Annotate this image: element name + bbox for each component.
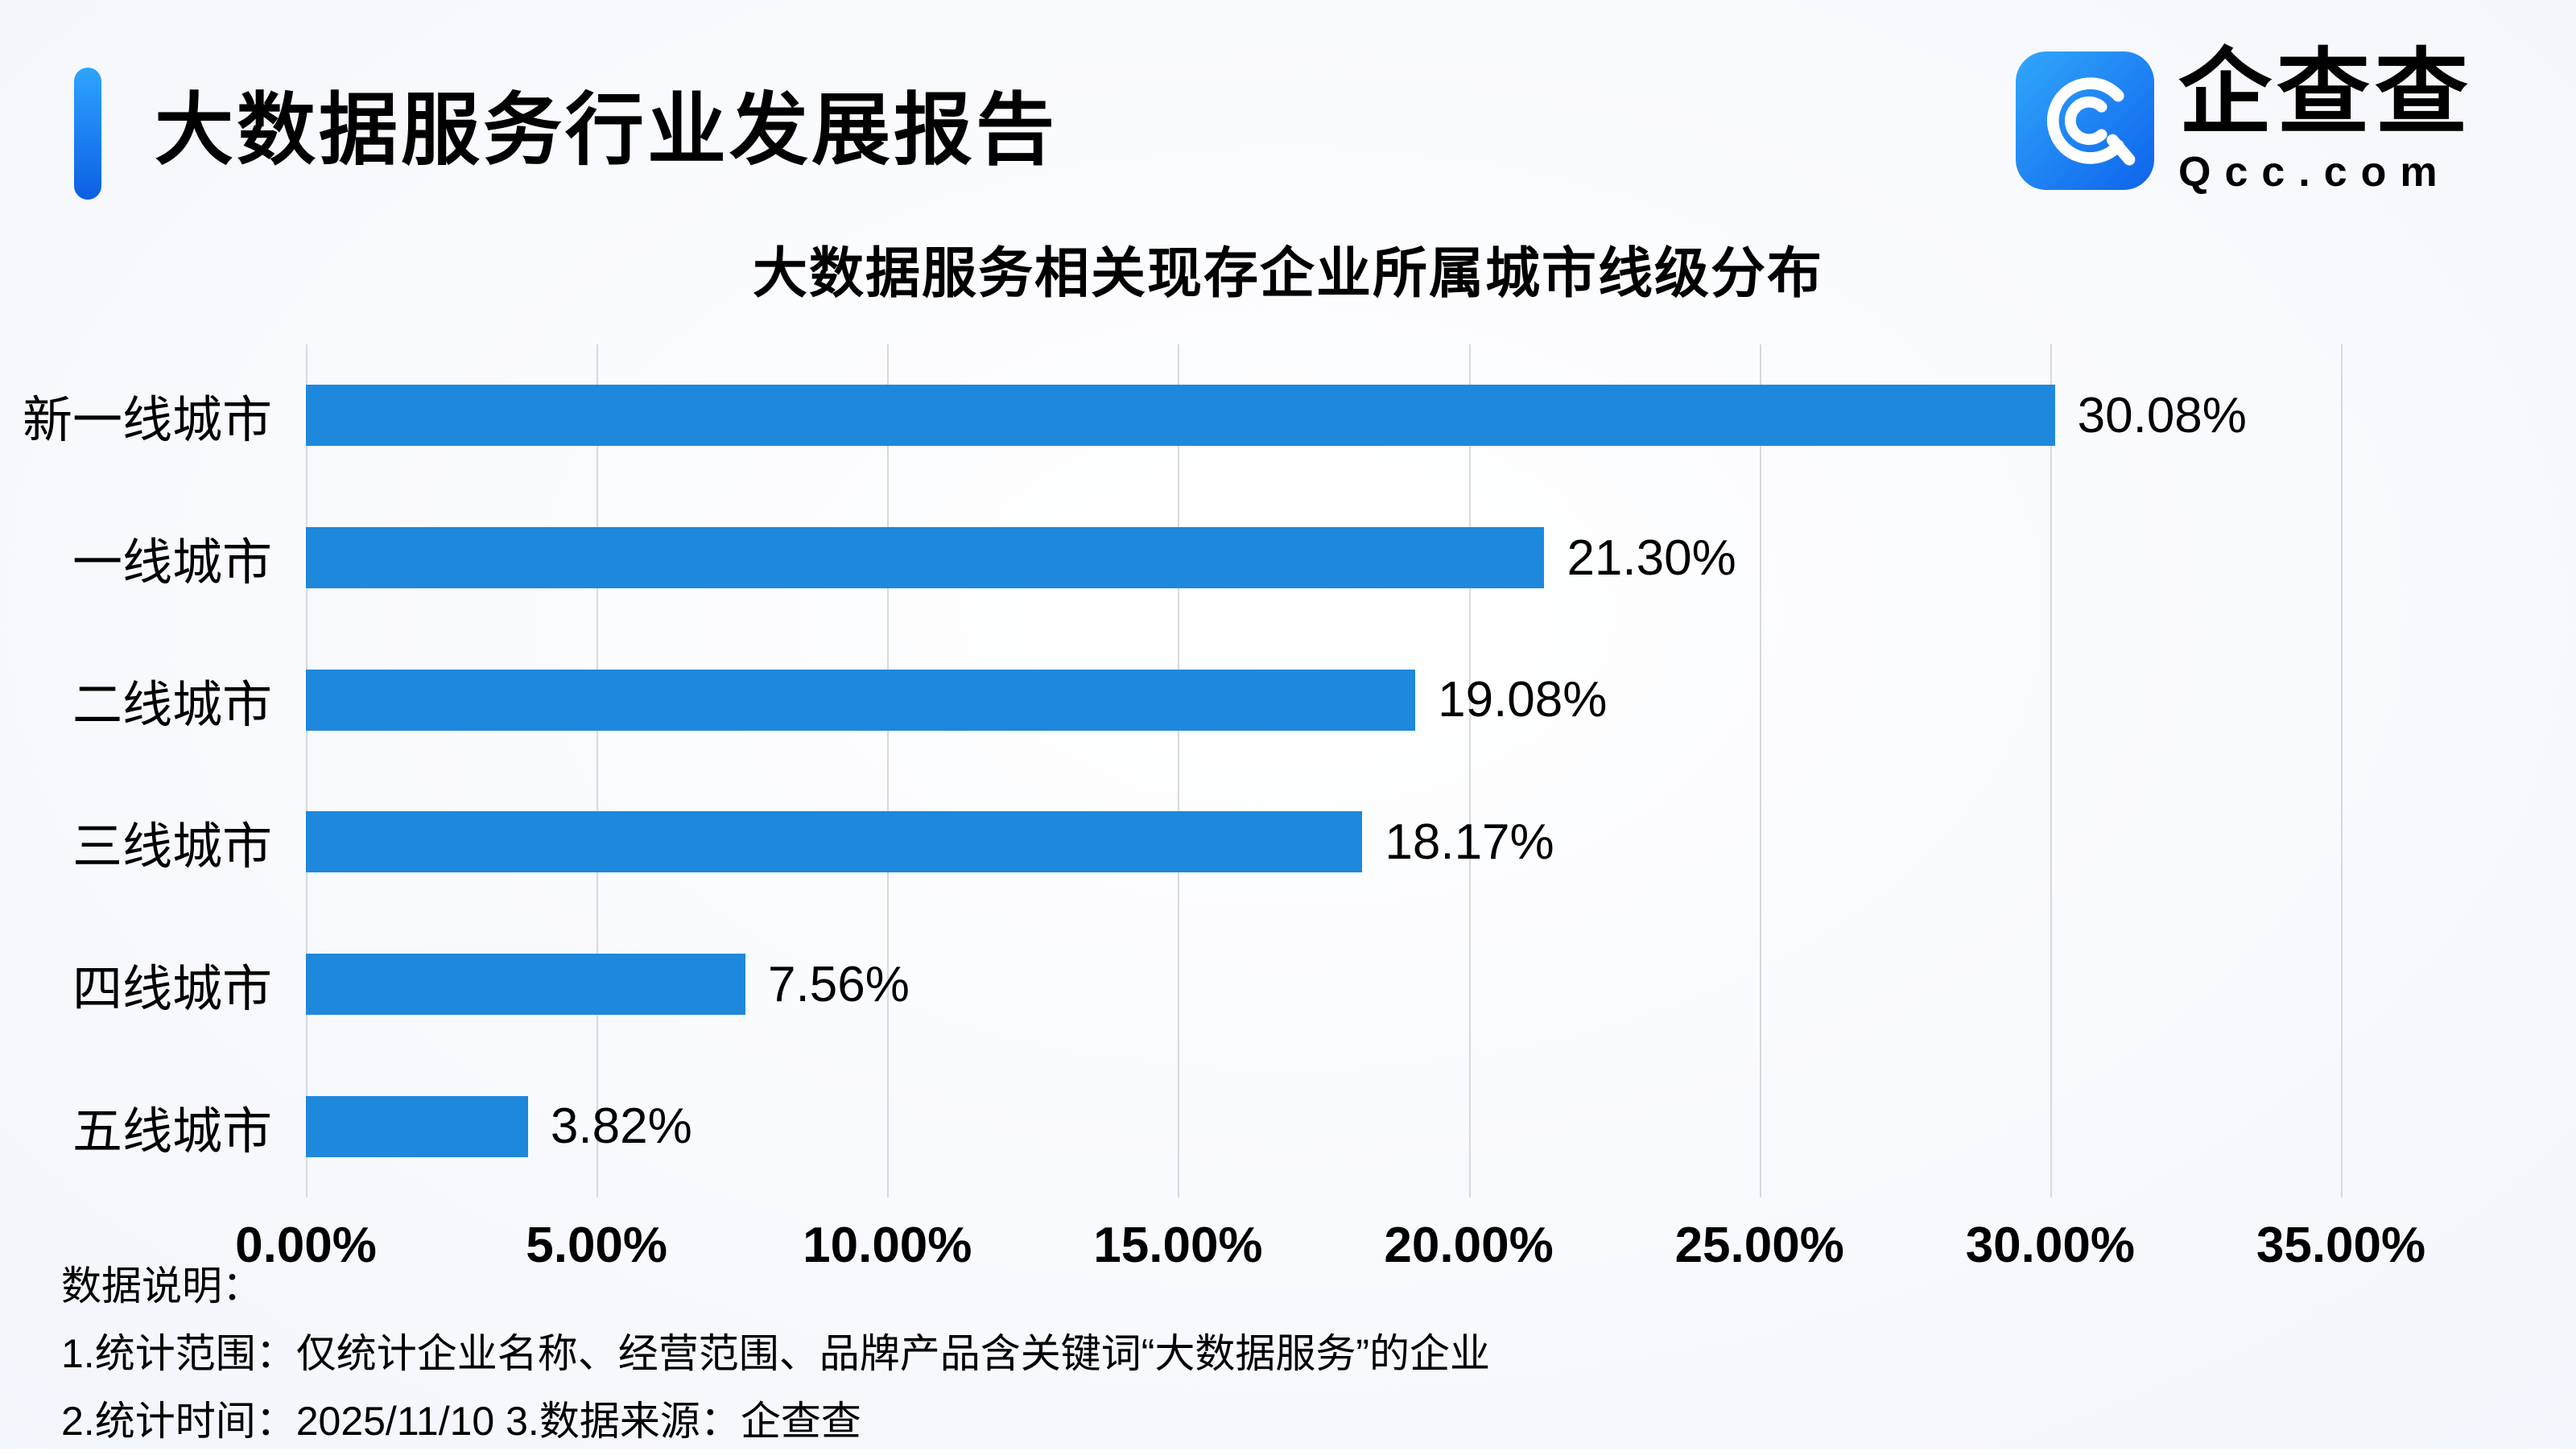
data-notes: 数据说明： 1.统计范围：仅统计企业名称、经营范围、品牌产品含关键词“大数据服务… [61,1252,1490,1455]
category-label: 新一线城市 [22,393,272,449]
notes-line-2: 2.统计时间：2025/11/10 3.数据来源：企查查 [61,1399,861,1444]
x-tick-label: 20.00% [1384,1218,1554,1273]
x-tick-label: 35.00% [2256,1218,2426,1273]
x-tick-label: 25.00% [1674,1218,1844,1273]
gridline [1178,344,1180,1197]
chart-row: 四线城市 7.56% [72,913,2341,1056]
chart-row: 一线城市 21.30% [72,487,2341,629]
page-title: 大数据服务行业发展报告 [155,85,1059,174]
chart-row: 新一线城市 30.08% [23,344,2341,487]
bar [306,669,1416,731]
gridline [887,344,890,1197]
category-label: 二线城市 [72,677,272,733]
category-label: 五线城市 [72,1103,272,1160]
x-tick-label: 10.00% [803,1218,972,1273]
title-accent-bar [74,68,101,200]
bar [306,385,2055,447]
chart-row: 五线城市 3.82% [72,1055,2341,1197]
chart-row: 三线城市 18.17% [72,771,2341,913]
qcc-logo-text: 企查查 Qcc.com [2178,45,2473,196]
gridline [2050,344,2052,1197]
gridline [597,344,599,1197]
gridline [2341,344,2343,1197]
bar-value-label: 7.56% [768,956,910,1012]
chart-rows: 新一线城市 30.08% 一线城市 21.30% 二线城市 19.08% 三线城市 18.17… [23,344,2341,1197]
bar-value-label: 3.82% [550,1098,692,1155]
qcc-logo-domain: Qcc.com [2178,149,2451,196]
x-axis: 0.00% 5.00% 10.00% 15.00% 20.00% 25.00% 30.00%… [235,1217,2425,1289]
bar [306,811,1363,873]
gridline [1468,344,1471,1197]
x-tick-label: 30.00% [1965,1218,2135,1273]
qcc-logo-name: 企查查 [2178,40,2473,145]
x-tick-label: 0.00% [235,1218,377,1273]
bar-value-label: 30.08% [2077,387,2247,443]
qcc-logo-icon [2016,52,2154,191]
chart-title: 大数据服务相关现存企业所属城市线级分布 [752,243,1823,304]
gridline [1759,344,1761,1197]
category-label: 四线城市 [72,962,272,1018]
bar-value-label: 19.08% [1438,672,1608,728]
bar-value-label: 18.17% [1385,814,1554,870]
gridline [306,344,308,1197]
category-label: 三线城市 [72,819,272,876]
x-tick-label: 5.00% [526,1218,668,1273]
chart-plot-area: 新一线城市 30.08% 一线城市 21.30% 二线城市 19.08% 三线城市 18.17… [23,344,2343,1197]
notes-label: 数据说明： [61,1263,262,1309]
bar [306,527,1545,588]
bar [306,954,746,1016]
qcc-logo: 企查查 Qcc.com [2016,45,2473,196]
category-label: 一线城市 [72,535,272,591]
bar [306,1095,528,1157]
bar-value-label: 21.30% [1567,530,1736,586]
chart-row: 二线城市 19.08% [72,629,2341,771]
x-tick-label: 15.00% [1093,1218,1263,1273]
notes-line-1: 1.统计范围：仅统计企业名称、经营范围、品牌产品含关键词“大数据服务”的企业 [61,1331,1490,1376]
